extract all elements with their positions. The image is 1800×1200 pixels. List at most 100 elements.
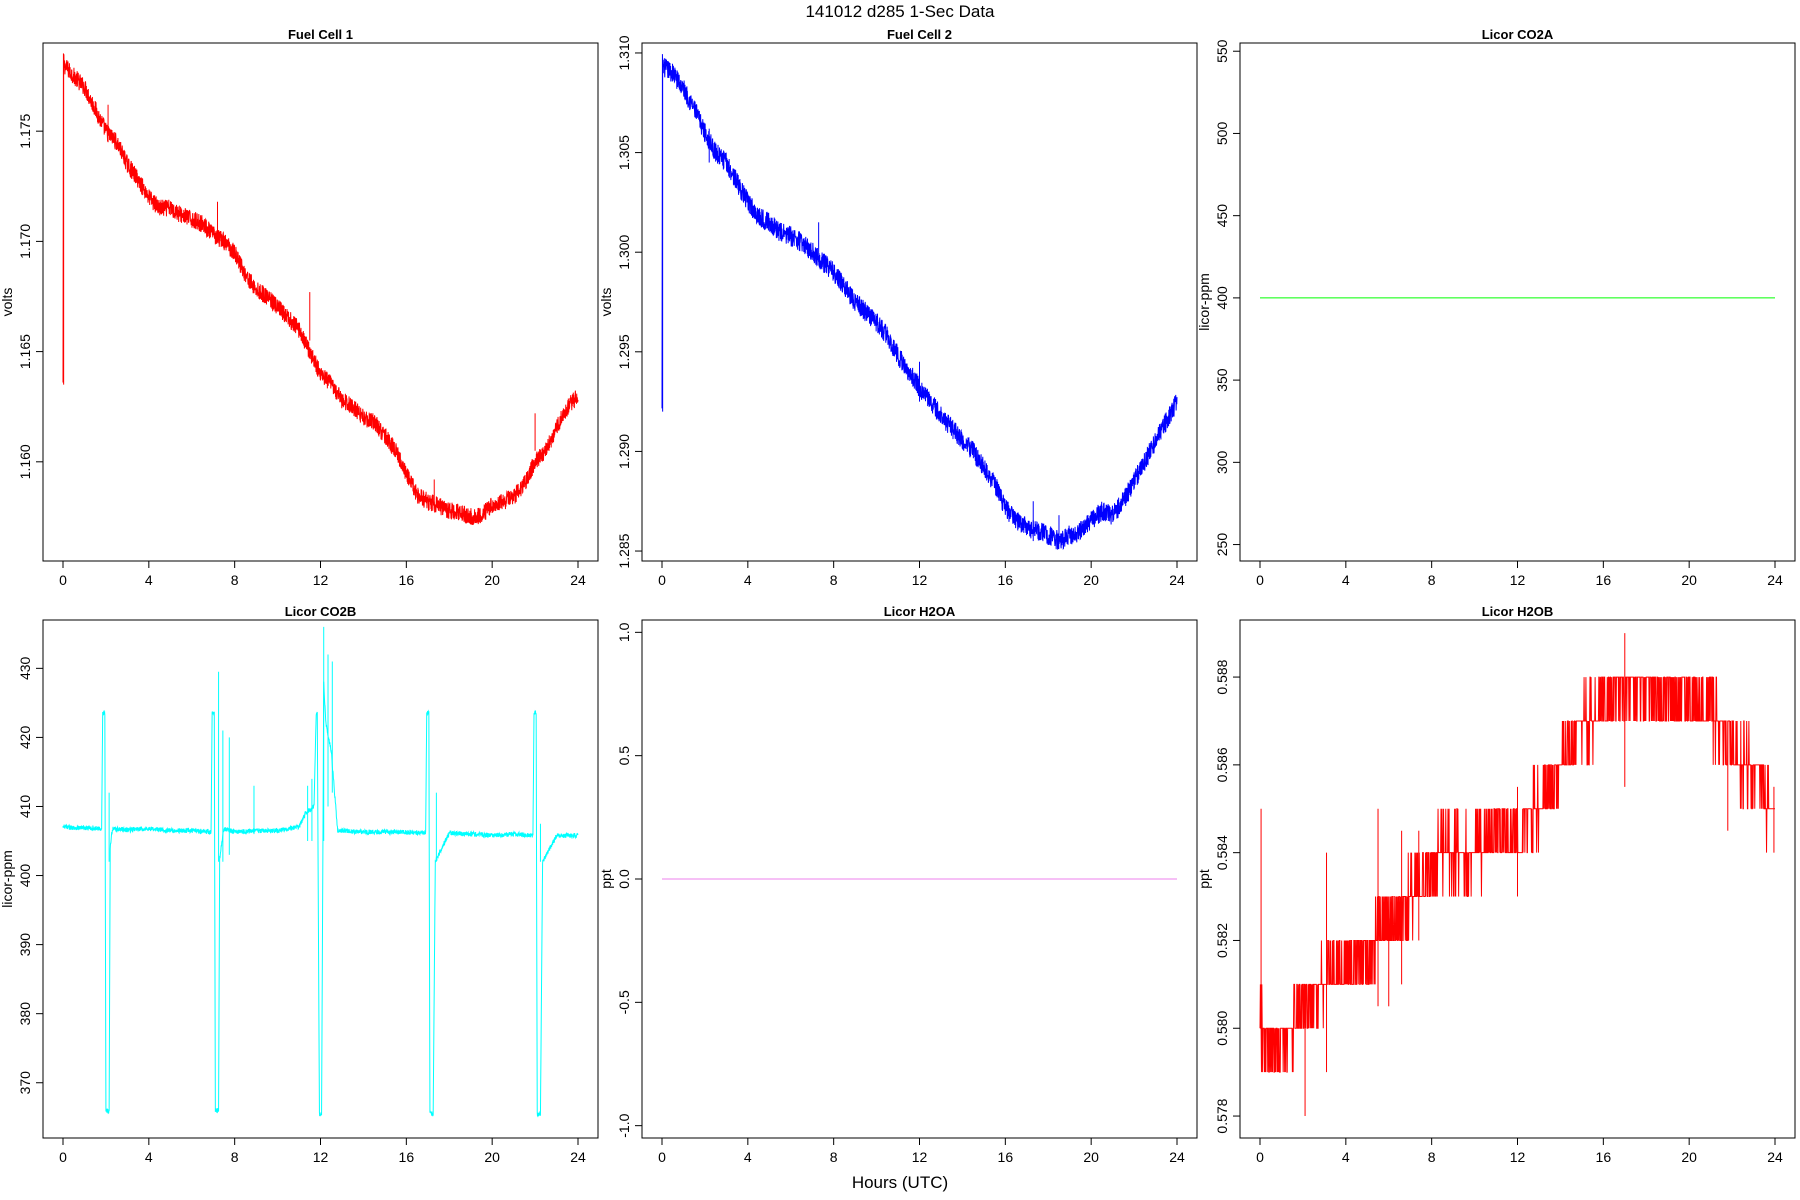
x-tick-label: 12 bbox=[912, 1149, 928, 1165]
plot-frame bbox=[42, 619, 599, 1139]
x-tick-label: 24 bbox=[1169, 572, 1185, 588]
y-tick-label: 1.175 bbox=[17, 113, 33, 148]
y-tick-label: 350 bbox=[1214, 368, 1230, 392]
chart-title: Licor CO2B bbox=[285, 604, 357, 619]
panel-6: Licor H2OB 0 4 8 12 16 20 24 0.578 0.580 0.582 0.58… bbox=[1196, 604, 1796, 1165]
y-tick-label: 1.160 bbox=[17, 444, 33, 479]
y-tick-label: 400 bbox=[1214, 286, 1230, 310]
chart-title: Licor H2OA bbox=[884, 604, 956, 619]
y-tick-label: 0.580 bbox=[1214, 1011, 1230, 1046]
x-tick-label: 0 bbox=[658, 572, 666, 588]
x-tick-label: 16 bbox=[1596, 572, 1612, 588]
panel-2: Fuel Cell 2 0 4 8 12 16 20 24 1.285 1.290 1.295 1.3… bbox=[598, 27, 1198, 588]
y-tick-label: 1.290 bbox=[616, 434, 632, 469]
y-tick-label: 1.295 bbox=[616, 334, 632, 369]
x-tick-label: 12 bbox=[313, 1149, 329, 1165]
x-tick-label: 4 bbox=[1342, 1149, 1350, 1165]
x-tick-label: 16 bbox=[998, 1149, 1014, 1165]
y-tick-label: 1.310 bbox=[616, 35, 632, 70]
x-tick-label: 4 bbox=[1342, 572, 1350, 588]
y-tick-label: 1.170 bbox=[17, 224, 33, 259]
x-tick-label: 0 bbox=[1256, 572, 1264, 588]
y-tick-label: 1.0 bbox=[616, 622, 632, 642]
chart-title: Fuel Cell 1 bbox=[288, 27, 353, 42]
y-tick-label: 550 bbox=[1214, 39, 1230, 63]
y-tick-label: 450 bbox=[1214, 204, 1230, 228]
y-tick-label: 500 bbox=[1214, 122, 1230, 146]
plot-frame bbox=[42, 42, 599, 562]
y-axis-label: volts bbox=[0, 288, 15, 317]
y-tick-label: 390 bbox=[17, 933, 33, 957]
x-tick-label: 24 bbox=[570, 572, 586, 588]
y-tick-label: 1.305 bbox=[616, 135, 632, 170]
x-tick-label: 0 bbox=[59, 1149, 67, 1165]
y-tick-label: 420 bbox=[17, 726, 33, 750]
y-axis-label: licor-ppm bbox=[1196, 273, 1212, 331]
x-tick-label: 12 bbox=[1510, 1149, 1526, 1165]
x-tick-label: 4 bbox=[744, 572, 752, 588]
x-tick-label: 8 bbox=[830, 572, 838, 588]
panel-4: Licor CO2B 0 4 8 12 16 20 24 370 380 390 400 410 420 4… bbox=[0, 604, 599, 1165]
y-tick-label: 300 bbox=[1214, 450, 1230, 474]
y-tick-label: 380 bbox=[17, 1002, 33, 1026]
data-series-line bbox=[62, 53, 579, 526]
y-tick-label: 430 bbox=[17, 656, 33, 680]
y-tick-label: 1.285 bbox=[616, 533, 632, 568]
x-tick-label: 24 bbox=[570, 1149, 586, 1165]
x-tick-label: 0 bbox=[658, 1149, 666, 1165]
panel-3: Licor CO2A 0 4 8 12 16 20 24 250 300 350 400 450 500 5… bbox=[1196, 27, 1796, 588]
y-tick-label: 370 bbox=[17, 1071, 33, 1095]
x-tick-label: 20 bbox=[1681, 1149, 1697, 1165]
data-series-line bbox=[661, 54, 1178, 550]
x-tick-label: 20 bbox=[1681, 572, 1697, 588]
panel-1: Fuel Cell 1 0 4 8 12 16 20 24 1.160 1.165 1.170 1.1… bbox=[0, 27, 599, 588]
x-tick-label: 8 bbox=[1428, 1149, 1436, 1165]
chart-title: Licor H2OB bbox=[1482, 604, 1554, 619]
x-axis-label: Hours (UTC) bbox=[851, 1173, 949, 1192]
x-tick-label: 20 bbox=[1083, 572, 1099, 588]
plot-frame bbox=[1239, 42, 1796, 562]
x-tick-label: 12 bbox=[313, 572, 329, 588]
x-tick-label: 16 bbox=[399, 572, 415, 588]
y-tick-label: 0.582 bbox=[1214, 923, 1230, 958]
x-tick-label: 20 bbox=[484, 572, 500, 588]
x-tick-label: 20 bbox=[484, 1149, 500, 1165]
y-axis-label: ppt bbox=[598, 869, 614, 889]
x-tick-label: 12 bbox=[1510, 572, 1526, 588]
y-tick-label: -0.5 bbox=[616, 990, 632, 1014]
x-tick-label: 24 bbox=[1767, 1149, 1783, 1165]
x-tick-label: 0 bbox=[59, 572, 67, 588]
x-tick-label: 20 bbox=[1083, 1149, 1099, 1165]
page-title: 141012 d285 1-Sec Data bbox=[805, 2, 995, 21]
x-tick-label: 4 bbox=[744, 1149, 752, 1165]
x-tick-label: 16 bbox=[998, 572, 1014, 588]
y-tick-label: 250 bbox=[1214, 533, 1230, 557]
y-tick-label: 400 bbox=[17, 864, 33, 888]
y-tick-label: 0.0 bbox=[616, 869, 632, 889]
data-series-line bbox=[62, 681, 579, 1118]
x-tick-label: 24 bbox=[1767, 572, 1783, 588]
x-tick-label: 8 bbox=[231, 1149, 239, 1165]
y-axis-label: ppt bbox=[1196, 869, 1212, 889]
x-tick-label: 0 bbox=[1256, 1149, 1264, 1165]
x-tick-label: 8 bbox=[830, 1149, 838, 1165]
chart-title: Licor CO2A bbox=[1482, 27, 1554, 42]
chart-title: Fuel Cell 2 bbox=[887, 27, 952, 42]
x-tick-label: 8 bbox=[231, 572, 239, 588]
y-tick-label: 0.578 bbox=[1214, 1098, 1230, 1133]
x-tick-label: 16 bbox=[399, 1149, 415, 1165]
x-tick-label: 4 bbox=[145, 572, 153, 588]
y-tick-label: 410 bbox=[17, 795, 33, 819]
x-tick-label: 4 bbox=[145, 1149, 153, 1165]
y-tick-label: -1.0 bbox=[616, 1113, 632, 1137]
y-tick-label: 0.5 bbox=[616, 746, 632, 766]
y-tick-label: 0.586 bbox=[1214, 747, 1230, 782]
x-tick-label: 16 bbox=[1596, 1149, 1612, 1165]
y-axis-label: volts bbox=[598, 288, 614, 317]
y-tick-label: 0.584 bbox=[1214, 835, 1230, 870]
panel-5: Licor H2OA 0 4 8 12 16 20 24 -1.0 -0.5 0.0 0.5 1.0 pp… bbox=[598, 604, 1198, 1165]
x-tick-label: 12 bbox=[912, 572, 928, 588]
x-tick-label: 24 bbox=[1169, 1149, 1185, 1165]
